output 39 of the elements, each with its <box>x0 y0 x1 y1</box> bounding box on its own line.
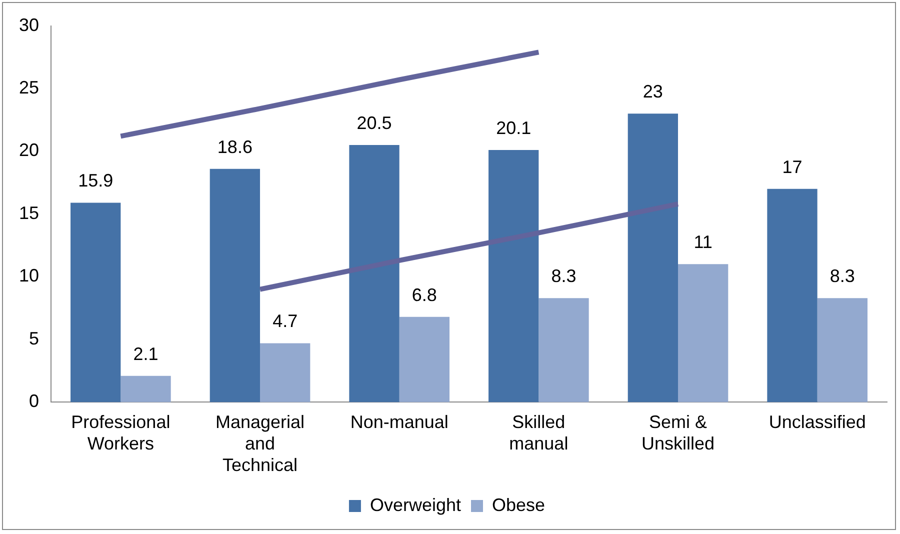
y-tick-label: 15 <box>18 202 40 223</box>
data-label: 2.1 <box>133 344 158 364</box>
legend-label: Obese <box>492 494 546 515</box>
data-label: 8.3 <box>551 266 576 286</box>
data-label: 6.8 <box>412 284 437 305</box>
bar <box>210 168 260 402</box>
bar <box>817 298 868 402</box>
bar <box>260 343 310 402</box>
bar <box>120 376 171 402</box>
legend-label: Overweight <box>370 494 462 515</box>
data-label: 20.5 <box>356 112 392 133</box>
data-label: 18.6 <box>217 136 252 157</box>
x-tick-label: Semi & Unskilled <box>641 412 715 454</box>
bar <box>678 264 728 402</box>
data-label: 17 <box>782 156 802 177</box>
y-tick-label: 10 <box>18 266 40 286</box>
x-tick-label: Skilled manual <box>509 412 568 454</box>
bar <box>628 114 678 402</box>
bar <box>70 202 121 402</box>
y-tick-label: 5 <box>29 328 40 348</box>
data-label: 4.7 <box>272 311 298 332</box>
data-label: 11 <box>694 232 712 252</box>
bar <box>538 298 589 402</box>
bar <box>488 150 539 402</box>
x-tick-label: Non-manual <box>350 412 448 432</box>
bar <box>767 188 818 402</box>
data-label: 23 <box>642 82 663 102</box>
bar <box>349 144 400 402</box>
x-tick-label: Professional Workers <box>71 412 170 454</box>
data-label: 8.3 <box>830 266 855 286</box>
bar <box>399 316 450 402</box>
x-tick-label: Unclassified <box>768 412 866 432</box>
data-label: 20.1 <box>496 118 532 138</box>
y-tick-label: 25 <box>18 78 40 98</box>
data-label: 15.9 <box>78 170 114 191</box>
x-tick-label: Managerial and Technical <box>215 412 305 476</box>
y-tick-label: 20 <box>18 140 40 160</box>
y-tick-label: 0 <box>29 391 40 412</box>
y-tick-label: 30 <box>18 14 40 35</box>
